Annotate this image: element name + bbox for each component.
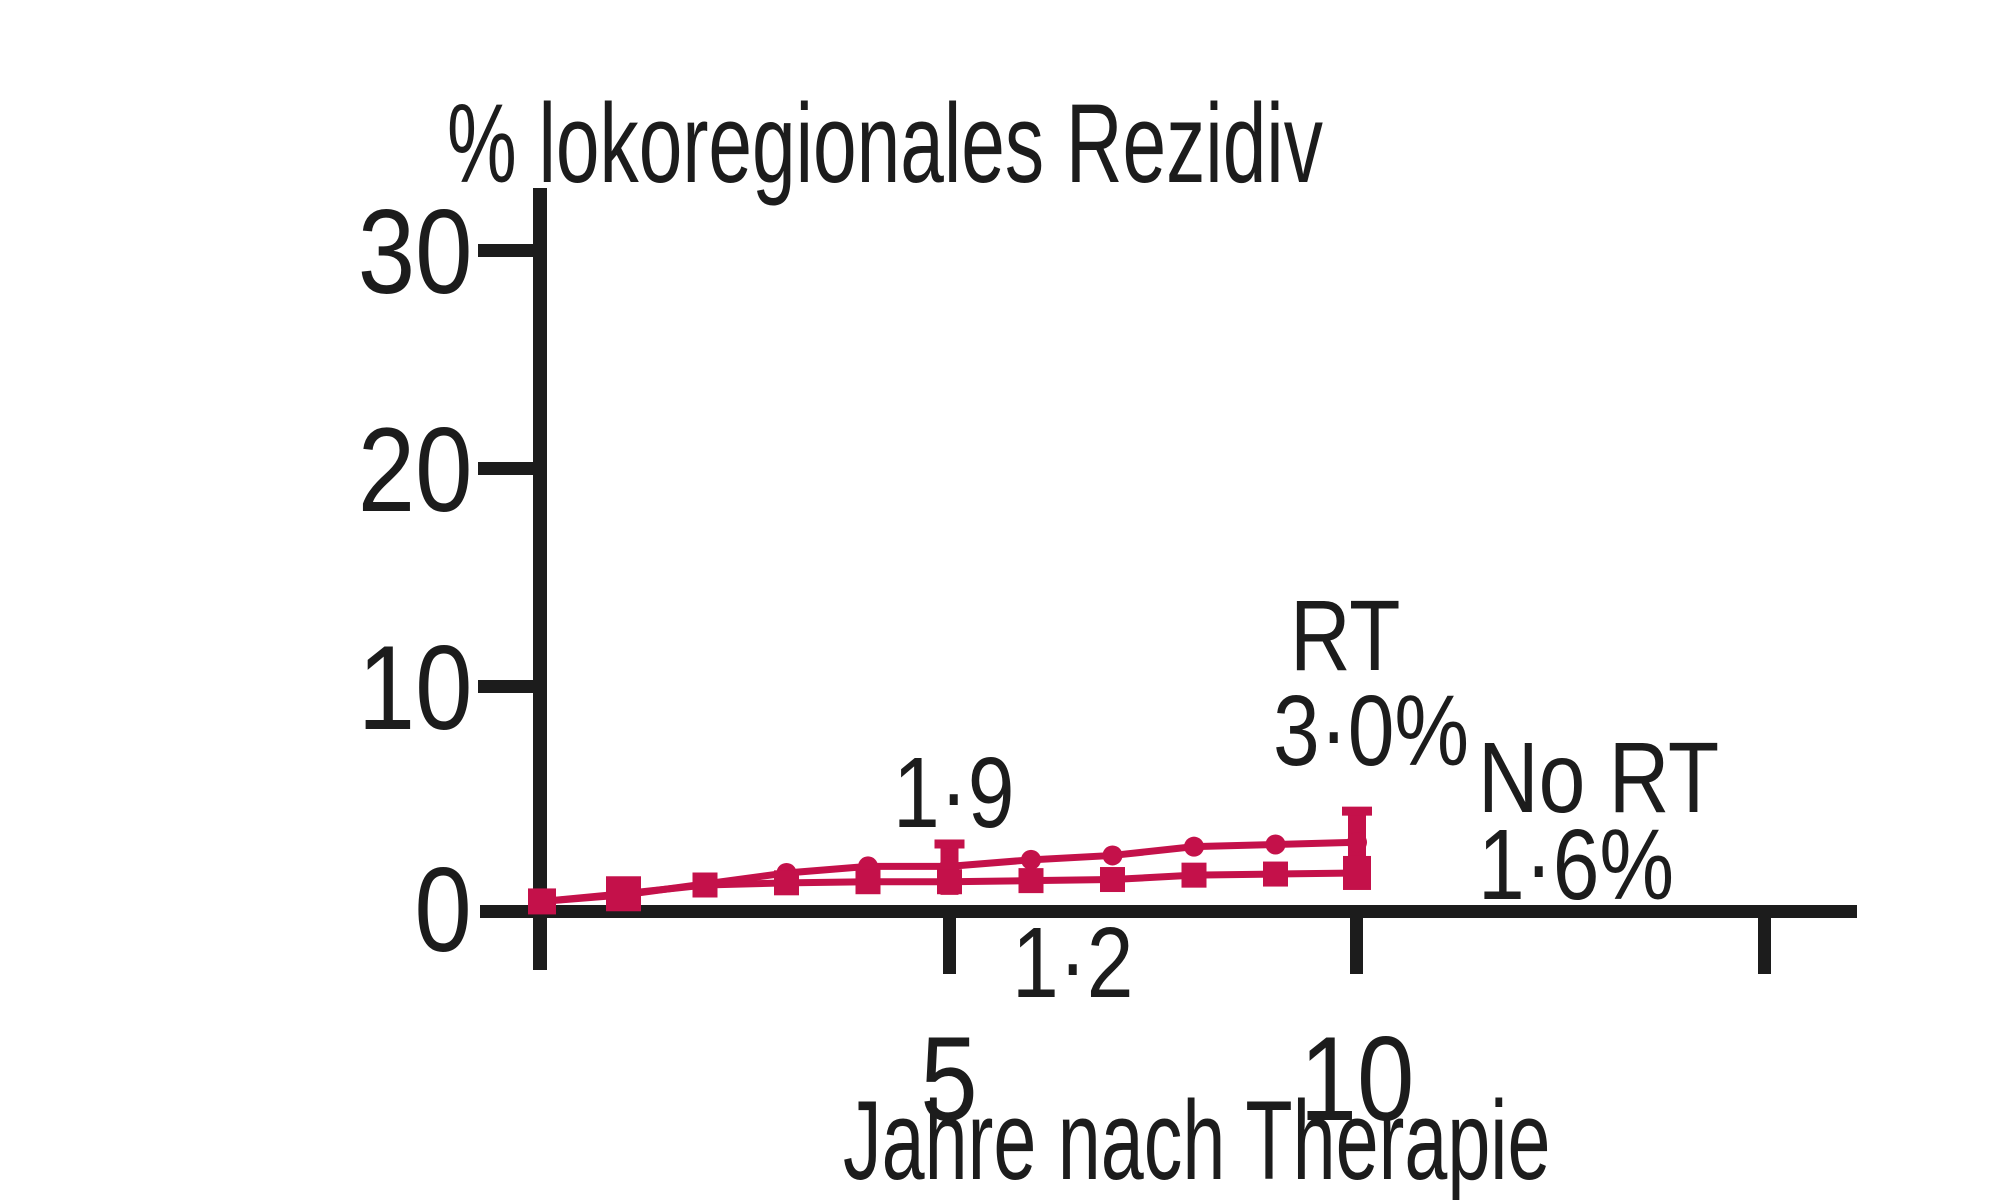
x-tick-label-5: 5 <box>920 1012 978 1146</box>
marker-circle-rt <box>1184 836 1204 857</box>
marker-circle-rt <box>1265 834 1286 855</box>
annotation-rt-label: RT <box>1290 580 1401 692</box>
y-tick-20 <box>478 462 538 475</box>
marker-square-no-rt <box>606 876 641 912</box>
annotation-rt-10y-value: 3·0% <box>1273 675 1470 787</box>
y-tick-label-20: 20 <box>357 403 472 537</box>
chart-title: % lokoregionales Rezidiv <box>447 81 1323 206</box>
x-tick-label-10: 10 <box>1299 1012 1415 1146</box>
x-tick-15 <box>1758 912 1771 974</box>
marker-square-no-rt <box>528 888 556 915</box>
marker-square-no-rt <box>855 869 881 895</box>
marker-square-no-rt <box>692 872 718 898</box>
annotation-rt-5y-value: 1·9 <box>893 737 1015 849</box>
marker-square-no-rt <box>1263 861 1288 887</box>
marker-circle-rt <box>1021 849 1041 870</box>
annotation-nort-label: No RT <box>1478 722 1720 834</box>
marker-square-no-rt <box>1181 862 1207 888</box>
y-axis-line <box>533 188 547 970</box>
y-tick-label-10: 10 <box>357 621 472 755</box>
error-bar-cap <box>934 839 965 849</box>
marker-square-no-rt <box>1100 867 1125 893</box>
marker-square-no-rt <box>937 869 962 895</box>
annotation-nort-10y-value: 1·6% <box>1478 809 1675 921</box>
marker-square-no-rt <box>1018 868 1044 894</box>
y-tick-10 <box>478 680 538 693</box>
marker-circle-rt <box>1102 845 1123 866</box>
y-tick-label-0: 0 <box>414 843 472 977</box>
x-axis-line <box>480 905 1857 918</box>
marker-circle-rt <box>1347 832 1367 853</box>
marker-square-no-rt <box>1343 855 1371 890</box>
annotation-nort-value: 1·2 <box>1012 907 1134 1019</box>
y-tick-30 <box>478 244 538 257</box>
x-tick-10 <box>1350 912 1363 974</box>
x-tick-5 <box>943 912 956 974</box>
x-axis-title: Jahre nach Therapie <box>843 1078 1551 1200</box>
y-tick-label-30: 30 <box>357 185 472 319</box>
marker-square-no-rt <box>774 870 799 896</box>
error-bar-cap <box>1342 806 1372 816</box>
